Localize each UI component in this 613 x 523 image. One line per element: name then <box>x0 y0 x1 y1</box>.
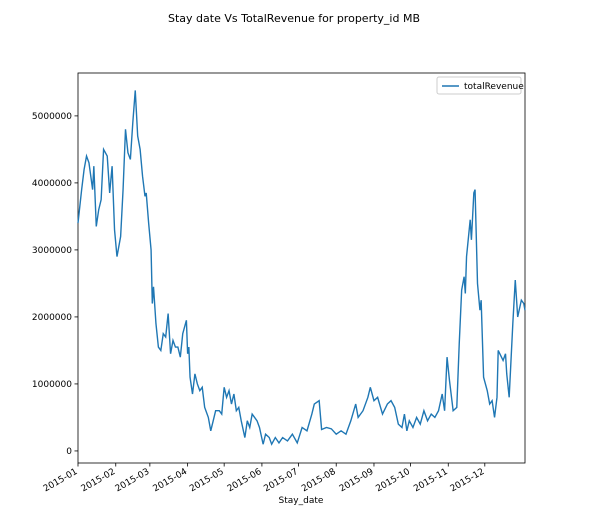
x-tick-label: 2015-02 <box>80 467 118 494</box>
y-tick-label: 3000000 <box>32 246 72 256</box>
x-tick-label: 2015-12 <box>449 467 487 494</box>
x-tick-label: 2015-09 <box>338 467 376 495</box>
series-line <box>77 90 526 446</box>
x-tick-label: 2015-04 <box>152 467 190 495</box>
x-tick-label: 2015-06 <box>226 467 264 495</box>
x-tick-label: 2015-05 <box>188 467 226 494</box>
x-tick-label: 2015-03 <box>114 467 152 494</box>
y-tick-label: 0 <box>66 447 72 457</box>
x-tick-label: 2015-07 <box>262 467 300 494</box>
plot-area <box>77 72 526 464</box>
y-tick-label: 4000000 <box>32 179 72 189</box>
x-tick-label: 2015-01 <box>42 467 80 494</box>
legend-box <box>436 76 522 95</box>
x-axis-label: Stay_date <box>279 496 324 506</box>
y-tick-label: 5000000 <box>32 112 72 122</box>
chart-title: Stay date Vs TotalRevenue for property_i… <box>168 12 420 25</box>
y-tick-label: 2000000 <box>32 313 72 323</box>
x-tick-label: 2015-10 <box>374 467 412 495</box>
x-tick-label: 2015-11 <box>412 467 450 494</box>
x-tick-label: 2015-08 <box>300 467 338 495</box>
legend-label: totalRevenue <box>464 82 524 92</box>
y-tick-label: 1000000 <box>32 380 72 390</box>
